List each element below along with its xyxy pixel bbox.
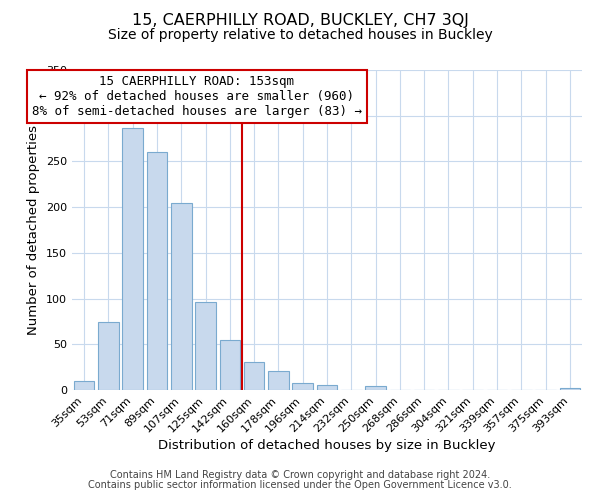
Bar	[220, 340, 240, 390]
Bar	[171, 202, 191, 390]
Bar	[292, 382, 313, 390]
Text: Size of property relative to detached houses in Buckley: Size of property relative to detached ho…	[107, 28, 493, 42]
Bar	[74, 381, 94, 390]
Bar	[560, 388, 580, 390]
Bar	[317, 386, 337, 390]
Bar	[244, 362, 265, 390]
Text: 15 CAERPHILLY ROAD: 153sqm
← 92% of detached houses are smaller (960)
8% of semi: 15 CAERPHILLY ROAD: 153sqm ← 92% of deta…	[32, 75, 362, 118]
Bar	[122, 128, 143, 390]
Bar	[268, 371, 289, 390]
Y-axis label: Number of detached properties: Number of detached properties	[28, 125, 40, 335]
Bar	[98, 322, 119, 390]
Text: Contains HM Land Registry data © Crown copyright and database right 2024.: Contains HM Land Registry data © Crown c…	[110, 470, 490, 480]
Bar	[195, 302, 216, 390]
X-axis label: Distribution of detached houses by size in Buckley: Distribution of detached houses by size …	[158, 440, 496, 452]
Text: 15, CAERPHILLY ROAD, BUCKLEY, CH7 3QJ: 15, CAERPHILLY ROAD, BUCKLEY, CH7 3QJ	[131, 12, 469, 28]
Text: Contains public sector information licensed under the Open Government Licence v3: Contains public sector information licen…	[88, 480, 512, 490]
Bar	[146, 152, 167, 390]
Bar	[365, 386, 386, 390]
